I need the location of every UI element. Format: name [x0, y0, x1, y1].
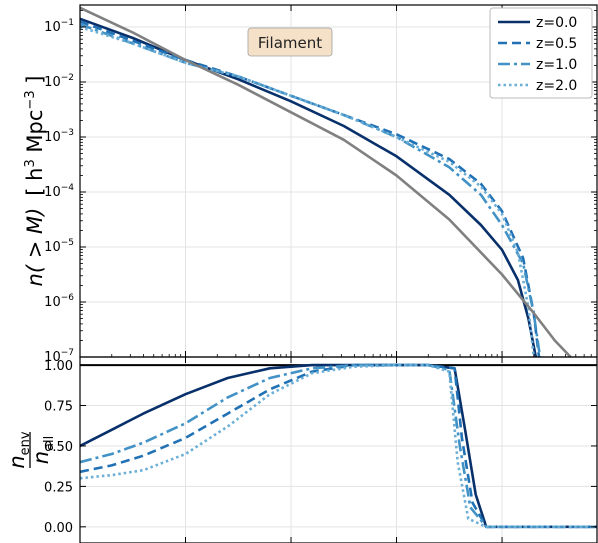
bottom-ytick-label: 0.00 [44, 521, 73, 536]
ylabel-unit-open: [ h [23, 168, 47, 196]
ylabel-den: n [29, 451, 53, 464]
bottom-ytick-label: 0.75 [44, 400, 73, 415]
top-series-reference [80, 6, 572, 357]
ylabel-num-sub: env [18, 431, 33, 455]
ylabel-exp1: 3 [23, 159, 38, 167]
top-ytick-label: 10−7 [44, 348, 74, 365]
legend: z=0.0 z=0.5 z=1.0 z=2.0 [489, 7, 593, 99]
top-ytick-label: 10−5 [44, 238, 74, 255]
top-series-group [80, 6, 572, 357]
top-ylabel: n( > M) [ h3 Mpc−3 ] [23, 76, 47, 287]
ylabel-den-sub: all [42, 436, 57, 451]
top-ytick-label: 10−2 [44, 73, 74, 90]
bottom-axes-frame [79, 356, 598, 543]
top-series-z20 [80, 25, 535, 357]
svg-text:nenv: nenv [5, 431, 33, 469]
ylabel-num: n [5, 455, 29, 468]
bottom-series-z05 [80, 363, 597, 529]
top-ticks: 10−7 10−6 10−5 10−4 10−3 10−2 10−1 [44, 5, 597, 365]
top-series-z05 [80, 20, 541, 357]
bottom-ticks: 0.00 0.25 0.50 0.75 1.00 [44, 357, 597, 543]
svg-text:nall: nall [29, 436, 57, 465]
ylabel-unit-close: ] [23, 76, 47, 91]
svg-text:n( > M)[ h3 Mpc−3 ]: n( > M) [ h3 Mpc−3 ] [23, 76, 47, 287]
ylabel-unit-mid: Mpc [23, 110, 47, 160]
legend-label-z05: z=0.5 [536, 36, 577, 52]
ylabel-exp2: −3 [23, 90, 38, 109]
top-ytick-label: 10−4 [44, 183, 74, 200]
top-ytick-label: 10−3 [44, 128, 74, 145]
bottom-ytick-label: 0.50 [44, 440, 73, 455]
bottom-ylabel: nenv nall [5, 431, 57, 469]
top-ytick-label: 10−6 [44, 293, 74, 310]
top-series-z10 [80, 23, 542, 357]
legend-label-z00: z=0.0 [536, 15, 577, 31]
top-series-z00 [80, 17, 538, 357]
annotation-filament: Filament [247, 27, 333, 57]
bottom-ytick-label: 0.25 [44, 480, 73, 495]
bottom-series-z20 [80, 363, 597, 529]
annotation-text: Filament [258, 34, 322, 52]
bottom-grid [80, 357, 597, 543]
legend-label-z10: z=1.0 [536, 57, 577, 73]
bottom-ytick-label: 1.00 [44, 359, 73, 374]
bottom-series-group [80, 363, 597, 529]
ylabel-main: n( > M) [23, 208, 47, 287]
top-ytick-label: 10−1 [44, 18, 74, 35]
legend-label-z20: z=2.0 [536, 78, 577, 94]
bottom-series-z10 [80, 363, 597, 529]
